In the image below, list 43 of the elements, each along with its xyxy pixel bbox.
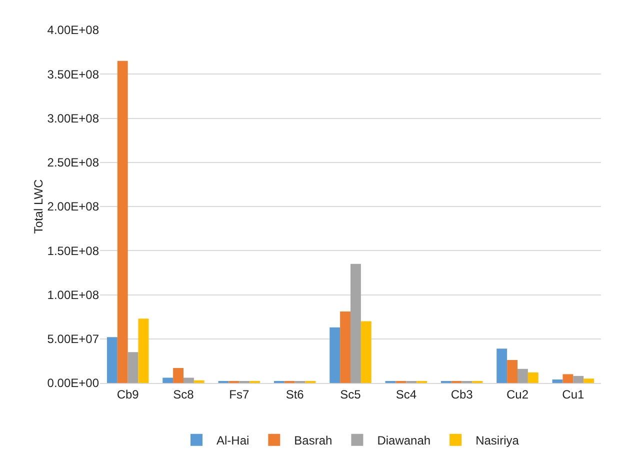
legend-label: Diawanah xyxy=(377,434,431,448)
bar xyxy=(584,378,594,383)
legend-label: Basrah xyxy=(294,434,332,448)
bar xyxy=(128,352,138,383)
y-tick-label: 3.50E+08 xyxy=(47,67,100,82)
bar xyxy=(360,321,372,383)
y-tick-label: 0.00E+00 xyxy=(47,376,100,390)
bar xyxy=(562,374,574,383)
bar xyxy=(573,376,584,383)
legend-label: Al-Hai xyxy=(216,434,250,448)
x-tick-label: Cu2 xyxy=(506,387,529,402)
bar xyxy=(162,378,174,383)
x-tick-label: Cu1 xyxy=(562,387,584,402)
x-tick-label: Cb3 xyxy=(450,387,474,402)
legend-label: Nasiriya xyxy=(476,434,520,448)
y-tick-label: 1.00E+08 xyxy=(47,288,100,302)
bar xyxy=(138,318,149,383)
y-tick-label: 2.00E+08 xyxy=(47,200,100,214)
bar xyxy=(528,372,538,383)
x-tick-label: Cb9 xyxy=(116,387,140,402)
bar xyxy=(106,337,118,383)
bar xyxy=(552,379,563,383)
bar xyxy=(117,60,128,383)
y-tick-label: 5.00E+07 xyxy=(47,332,100,346)
bar xyxy=(496,348,508,383)
bar xyxy=(340,312,350,383)
y-tick-label: 3.00E+08 xyxy=(47,111,100,126)
bar xyxy=(173,368,184,383)
x-tick-label: Sc5 xyxy=(340,387,362,402)
y-tick-label: 4.00E+08 xyxy=(47,23,100,38)
bar xyxy=(518,368,528,383)
x-tick-label: St6 xyxy=(286,387,304,402)
y-tick-label: 2.50E+08 xyxy=(47,156,100,170)
y-axis-title: Total LWC xyxy=(31,178,46,234)
x-tick-label: Sc8 xyxy=(173,387,194,402)
bar xyxy=(194,380,204,383)
bar xyxy=(184,378,194,383)
x-tick-label: Fs7 xyxy=(229,387,250,402)
x-tick-label: Sc4 xyxy=(396,387,417,402)
bar xyxy=(350,264,361,383)
bar xyxy=(507,360,518,383)
y-tick-label: 1.50E+08 xyxy=(47,244,100,258)
bar xyxy=(330,327,340,383)
